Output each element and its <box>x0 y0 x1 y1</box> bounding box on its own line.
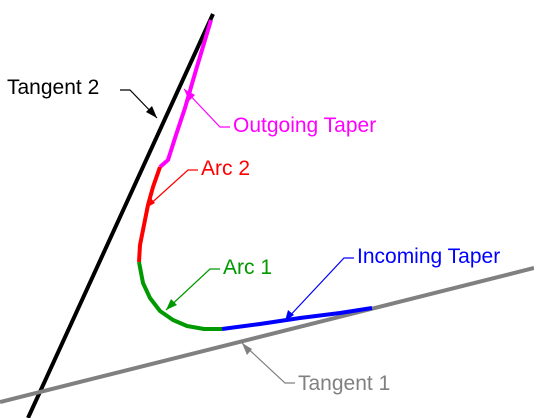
tangent-1-line <box>0 268 534 402</box>
arc-2-segment <box>139 167 160 262</box>
tangent-1-label: Tangent 1 <box>298 373 390 394</box>
arc-1-label: Arc 1 <box>223 257 272 278</box>
outgoing-taper-segment <box>160 20 211 167</box>
tangent-1-arrowhead <box>242 343 252 355</box>
outgoing-taper-label: Outgoing Taper <box>233 115 376 136</box>
tangent-2-label: Tangent 2 <box>7 77 99 98</box>
arc-2-label: Arc 2 <box>201 158 250 179</box>
incoming-taper-label: Incoming Taper <box>357 246 500 267</box>
arc-1-segment <box>139 262 222 329</box>
